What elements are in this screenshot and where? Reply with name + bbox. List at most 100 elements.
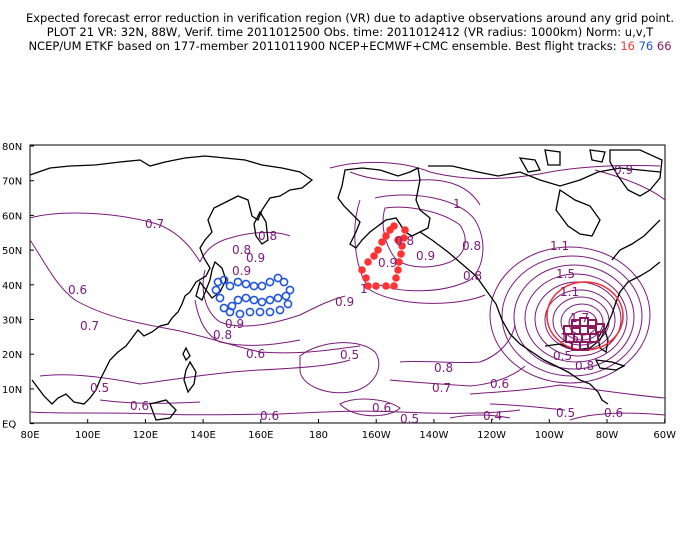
contour-0.5-south bbox=[29, 409, 521, 416]
coast-cuba bbox=[594, 359, 626, 371]
contour-label: 0.5 bbox=[553, 349, 572, 363]
contour-0.8-pacific bbox=[354, 199, 486, 304]
lon-label-140e: 140E bbox=[190, 430, 215, 441]
track-16-point bbox=[370, 252, 378, 260]
track-76-point bbox=[279, 277, 289, 287]
contour-0.7-east bbox=[594, 169, 666, 201]
contour-ring-1 bbox=[489, 246, 651, 384]
track-16-point bbox=[397, 250, 405, 258]
track-76-point bbox=[265, 295, 275, 305]
contour-0.9-asia bbox=[202, 269, 346, 327]
contour-lines bbox=[29, 161, 666, 421]
contour-0.5-oval bbox=[299, 342, 380, 394]
track-76-point bbox=[225, 307, 235, 317]
track-76-point bbox=[249, 295, 259, 305]
contour-label: 0.7 bbox=[145, 217, 164, 231]
contour-label: 0.9 bbox=[416, 249, 435, 263]
contour-0.6-east bbox=[469, 384, 666, 399]
track-76-point bbox=[233, 295, 243, 305]
track-16-point bbox=[374, 246, 382, 254]
contour-label: 0.9 bbox=[335, 295, 354, 309]
contour-label: 1.7 bbox=[570, 311, 589, 325]
lat-label-10n: 10N bbox=[2, 385, 22, 396]
track-76-point bbox=[265, 307, 275, 317]
contour-0.6-west bbox=[29, 239, 361, 354]
lon-label-160e: 160E bbox=[248, 430, 273, 441]
contour-label: 0.8 bbox=[434, 361, 453, 375]
coast-borneo bbox=[149, 399, 177, 421]
contour-0.8-low bbox=[194, 299, 301, 346]
contour-1-pacific bbox=[382, 206, 466, 268]
contour-label: 0.6 bbox=[246, 347, 265, 361]
coast-japan bbox=[205, 260, 227, 299]
longitude-axis: 80E 100E 120E 140E 160E 180 160W 140W 120W 100W 80… bbox=[20, 419, 676, 441]
contour-label: 0.9 bbox=[246, 251, 265, 265]
contour-0.9-pacific bbox=[374, 194, 484, 292]
lon-label-120e: 120E bbox=[133, 430, 158, 441]
track-76-point bbox=[213, 277, 223, 287]
lat-label-eq: EQ bbox=[2, 420, 16, 431]
track-76-point bbox=[273, 273, 283, 283]
lon-label-120w: 120W bbox=[477, 430, 506, 441]
contour-label: 0.4 bbox=[483, 409, 502, 423]
contour-label: 1.1 bbox=[560, 285, 579, 299]
track-16-point bbox=[390, 222, 398, 230]
contour-0.8-north bbox=[329, 161, 661, 180]
track-16-point bbox=[394, 266, 402, 274]
coast-greenland bbox=[609, 149, 663, 197]
track-66-point bbox=[579, 325, 589, 335]
lat-label-70n: 70N bbox=[2, 177, 22, 188]
contour-label: 0.5 bbox=[556, 406, 575, 420]
track-76-point bbox=[245, 307, 255, 317]
contour-label: 1.1 bbox=[550, 239, 569, 253]
flight-track-66 bbox=[563, 317, 605, 351]
contour-label: 0.6 bbox=[372, 401, 391, 415]
lat-label-80n: 80N bbox=[2, 142, 22, 153]
contour-0.8-asia bbox=[199, 231, 291, 263]
track-16-point bbox=[382, 232, 390, 240]
latitude-axis: 80N 70N 60N 50N 40N 30N 20N 10N EQ bbox=[2, 142, 34, 431]
track-76-point bbox=[281, 291, 291, 301]
coast-alaska bbox=[337, 167, 431, 249]
lon-label-80e: 80E bbox=[20, 430, 39, 441]
map-frame bbox=[29, 144, 666, 424]
track-66-point bbox=[589, 333, 599, 343]
contour-label: 0.9 bbox=[378, 256, 397, 270]
contour-label: 0.8 bbox=[462, 239, 481, 253]
contour-label: 1 bbox=[453, 197, 461, 211]
track-76-point bbox=[215, 293, 225, 303]
track-76-point bbox=[233, 277, 243, 287]
contour-label: 0.6 bbox=[604, 406, 623, 420]
track-76-point bbox=[211, 285, 221, 295]
track-66-legend: 66 bbox=[656, 39, 672, 53]
track-16-point bbox=[401, 226, 409, 234]
contour-0.6-east-low bbox=[569, 412, 666, 421]
track-76-point bbox=[285, 285, 295, 295]
track-16-point bbox=[390, 282, 398, 290]
lon-label-180: 180 bbox=[309, 430, 328, 441]
lon-label-100w: 100W bbox=[535, 430, 564, 441]
contour-label: 1.5 bbox=[560, 331, 579, 345]
track-16-point bbox=[364, 258, 372, 266]
contour-labels: 0.70.60.80.80.90.80.90.70.90.6 0.50.60.50… bbox=[68, 163, 633, 426]
contour-label: 0.9 bbox=[225, 317, 244, 331]
track-16-point bbox=[362, 274, 370, 282]
flight-track-76 bbox=[211, 273, 295, 319]
lat-label-40n: 40N bbox=[2, 281, 22, 292]
track-76-legend: 76 bbox=[638, 39, 654, 53]
contour-label: 0.8 bbox=[213, 328, 232, 342]
track-76-point bbox=[235, 309, 245, 319]
track-16-point bbox=[358, 266, 366, 274]
contour-label: 0.6 bbox=[130, 399, 149, 413]
coastlines bbox=[29, 149, 663, 421]
contour-label: 1.5 bbox=[556, 267, 575, 281]
contour-0.4-east bbox=[449, 414, 511, 419]
track-76-point bbox=[257, 281, 267, 291]
contour-ring-2 bbox=[501, 255, 643, 377]
contour-label: 0.5 bbox=[340, 348, 359, 362]
contour-0.8-central bbox=[399, 324, 516, 364]
track-16-legend: 16 bbox=[620, 39, 635, 53]
lon-label-160w: 160W bbox=[362, 430, 391, 441]
contour-label: 0.5 bbox=[90, 381, 109, 395]
